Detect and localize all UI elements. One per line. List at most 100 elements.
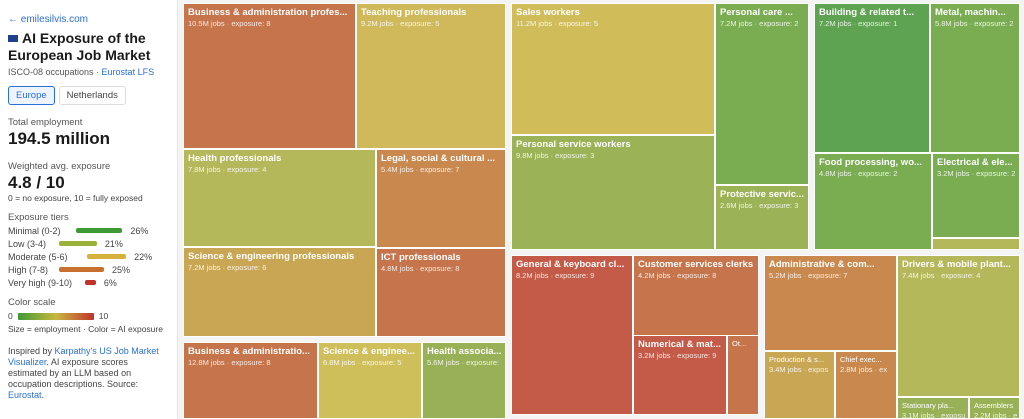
treemap-tile[interactable]: Business & administratio... 12.8M jobs · …	[183, 342, 318, 419]
eu-flag-icon	[8, 35, 18, 42]
karpathy-link[interactable]: Karpathy's US Job Market Visualizer	[8, 346, 159, 367]
treemap-tile[interactable]: Health professionals 7.8M jobs · exposure…	[183, 149, 376, 247]
tile-subtitle: 7.4M jobs · exposure: 4	[902, 271, 981, 280]
avg-exposure-value: 4.8 / 10	[8, 173, 65, 192]
tier-name: Minimal (0-2)	[8, 225, 61, 236]
treemap-tile[interactable]: Personal care ... 7.2M jobs · exposure: 2	[715, 3, 809, 185]
treemap-tile[interactable]: Protective servic... 2.6M jobs · exposure…	[715, 185, 809, 250]
tile-title: ICT professionals	[381, 252, 461, 263]
avg-exposure-note: 0 = no exposure, 10 = fully exposed	[8, 193, 143, 203]
treemap-tile[interactable]: Building & related t... 7.2M jobs · expos…	[814, 3, 930, 153]
tier-bar	[59, 267, 105, 272]
tile-title: Administrative & com...	[769, 259, 875, 270]
page-title: AI Exposure of the European Job Market	[8, 30, 169, 64]
tile-title: Teaching professionals	[361, 7, 467, 18]
scale-max: 10	[98, 311, 109, 321]
tile-subtitle: 5.8M jobs · exposure: 2	[935, 19, 1014, 28]
tier-name: Moderate (5-6)	[8, 251, 68, 262]
tile-subtitle: 10.5M jobs · exposure: 8	[188, 19, 271, 28]
tier-row: Moderate (5-6) 22%	[8, 250, 169, 263]
treemap-tile[interactable]: Sales workers 11.2M jobs · exposure: 5	[511, 3, 715, 135]
treemap-tile[interactable]: Chief exec... 2.8M jobs · ex	[835, 351, 897, 419]
tile-title: General & keyboard cl...	[516, 259, 625, 270]
tile-subtitle: 3.4M jobs · expos	[769, 365, 829, 374]
tile-subtitle: 5.4M jobs · exposure: 7	[381, 165, 460, 174]
treemap-tile[interactable]: Food processing, wo... 4.8M jobs · exposu…	[814, 153, 932, 250]
tile-subtitle: 4.8M jobs · exposure: 8	[381, 264, 460, 273]
treemap-tile[interactable]: Science & enginee... 6.8M jobs · exposure…	[318, 342, 422, 419]
treemap-tile[interactable]: Electrical & ele... 3.2M jobs · exposure:…	[932, 153, 1020, 238]
tile-subtitle: 3.1M jobs · exposu	[902, 411, 966, 419]
tier-row: Very high (9-10) 6%	[8, 276, 169, 289]
treemap-tile[interactable]: Customer services clerks 4.2M jobs · expo…	[633, 255, 759, 336]
tier-bar	[86, 254, 127, 259]
eurostat-lfs-link[interactable]: Eurostat LFS	[101, 67, 155, 77]
tiers-label: Exposure tiers	[8, 212, 69, 223]
treemap-tile[interactable]: Personal service workers 9.8M jobs · expo…	[511, 135, 715, 250]
treemap-tile[interactable]: Assemblers 2.2M jobs · e	[969, 397, 1020, 419]
tile-subtitle: 5.2M jobs · exposure: 7	[769, 271, 848, 280]
inspiration-note: Inspired by Karpathy's US Job Market Vis…	[8, 346, 169, 401]
scale-note: Size = employment · Color = AI exposure	[8, 324, 163, 334]
tier-row: Low (3-4) 21%	[8, 237, 169, 250]
inspired-text: . AI exposure scores estimated by an LLM…	[8, 357, 139, 389]
tile-subtitle: 9.2M jobs · exposure: 5	[361, 19, 440, 28]
treemap-tile[interactable]: Administrative & com... 5.2M jobs · expos…	[764, 255, 897, 351]
treemap-tile[interactable]	[932, 238, 1020, 250]
tile-subtitle: 12.8M jobs · exposure: 8	[188, 358, 271, 367]
scale-min: 0	[8, 311, 13, 321]
treemap-tile[interactable]: Ot...	[727, 335, 759, 415]
tile-subtitle: 7.2M jobs · exposure: 2	[720, 19, 799, 28]
color-gradient	[17, 312, 94, 320]
treemap-tile[interactable]: Legal, social & cultural ... 5.4M jobs · …	[376, 149, 506, 248]
tile-title: Numerical & mat...	[638, 339, 721, 350]
tile-title: Ot...	[732, 339, 747, 348]
tile-title: Drivers & mobile plant...	[902, 259, 1011, 270]
treemap-tile[interactable]: Stationary pla... 3.1M jobs · exposu	[897, 397, 969, 419]
tab-europe[interactable]: Europe	[8, 86, 55, 105]
tile-title: Production & s...	[769, 355, 825, 364]
total-employment-label: Total employment	[8, 117, 83, 128]
treemap: Business & administration profes... 10.5M…	[178, 0, 1024, 419]
avg-exposure-label: Weighted avg. exposure	[8, 161, 111, 172]
treemap-tile[interactable]: Business & administration profes... 10.5M…	[183, 3, 356, 149]
tile-title: Science & enginee...	[323, 346, 415, 357]
tile-title: Customer services clerks	[638, 259, 754, 270]
tile-title: Chief exec...	[840, 355, 882, 364]
treemap-tile[interactable]: Teaching professionals 9.2M jobs · exposu…	[356, 3, 506, 149]
treemap-tile[interactable]: ICT professionals 4.8M jobs · exposure: 8	[376, 248, 506, 337]
tile-subtitle: 7.8M jobs · exposure: 4	[188, 165, 267, 174]
tile-subtitle: 9.8M jobs · exposure: 3	[516, 151, 595, 160]
treemap-tile[interactable]: Science & engineering professionals 7.2M …	[183, 247, 376, 337]
treemap-tile[interactable]: Production & s... 3.4M jobs · expos	[764, 351, 835, 419]
tile-subtitle: 5.6M jobs · exposure:	[427, 358, 500, 367]
treemap-tile[interactable]: Metal, machin... 5.8M jobs · exposure: 2	[930, 3, 1020, 153]
tile-title: Health associa...	[427, 346, 502, 357]
tile-subtitle: 2.6M jobs · exposure: 3	[720, 201, 799, 210]
treemap-tile[interactable]: Health associa... 5.6M jobs · exposure:	[422, 342, 506, 419]
tile-subtitle: 8.2M jobs · exposure: 9	[516, 271, 595, 280]
inspired-end: .	[41, 390, 45, 400]
tile-title: Legal, social & cultural ...	[381, 153, 496, 164]
treemap-tile[interactable]: Numerical & mat... 3.2M jobs · exposure: …	[633, 335, 727, 415]
tier-name: Low (3-4)	[8, 238, 47, 249]
tile-subtitle: 7.2M jobs · exposure: 1	[819, 19, 898, 28]
tier-pct: 25%	[112, 264, 131, 275]
subtitle: ISCO-08 occupations · Eurostat LFS	[8, 67, 169, 77]
tier-pct: 6%	[103, 277, 117, 288]
tile-title: Health professionals	[188, 153, 282, 164]
back-link[interactable]: ← emilesilvis.com	[8, 14, 89, 25]
tile-subtitle: 4.8M jobs · exposure: 2	[819, 169, 898, 178]
tile-title: Stationary pla...	[902, 401, 955, 410]
region-tabs: Europe Netherlands	[8, 86, 169, 105]
tile-subtitle: 2.2M jobs · e	[974, 411, 1018, 419]
tab-netherlands[interactable]: Netherlands	[58, 86, 126, 105]
tile-title: Personal service workers	[516, 139, 631, 150]
eurostat-link[interactable]: Eurostat	[8, 390, 42, 400]
treemap-tile[interactable]: Drivers & mobile plant... 7.4M jobs · exp…	[897, 255, 1020, 397]
tile-subtitle: 4.2M jobs · exposure: 8	[638, 271, 717, 280]
treemap-tile[interactable]: General & keyboard cl... 8.2M jobs · expo…	[511, 255, 633, 415]
tier-pct: 21%	[104, 238, 123, 249]
tile-title: Electrical & ele...	[937, 157, 1013, 168]
tier-bar	[75, 228, 123, 233]
